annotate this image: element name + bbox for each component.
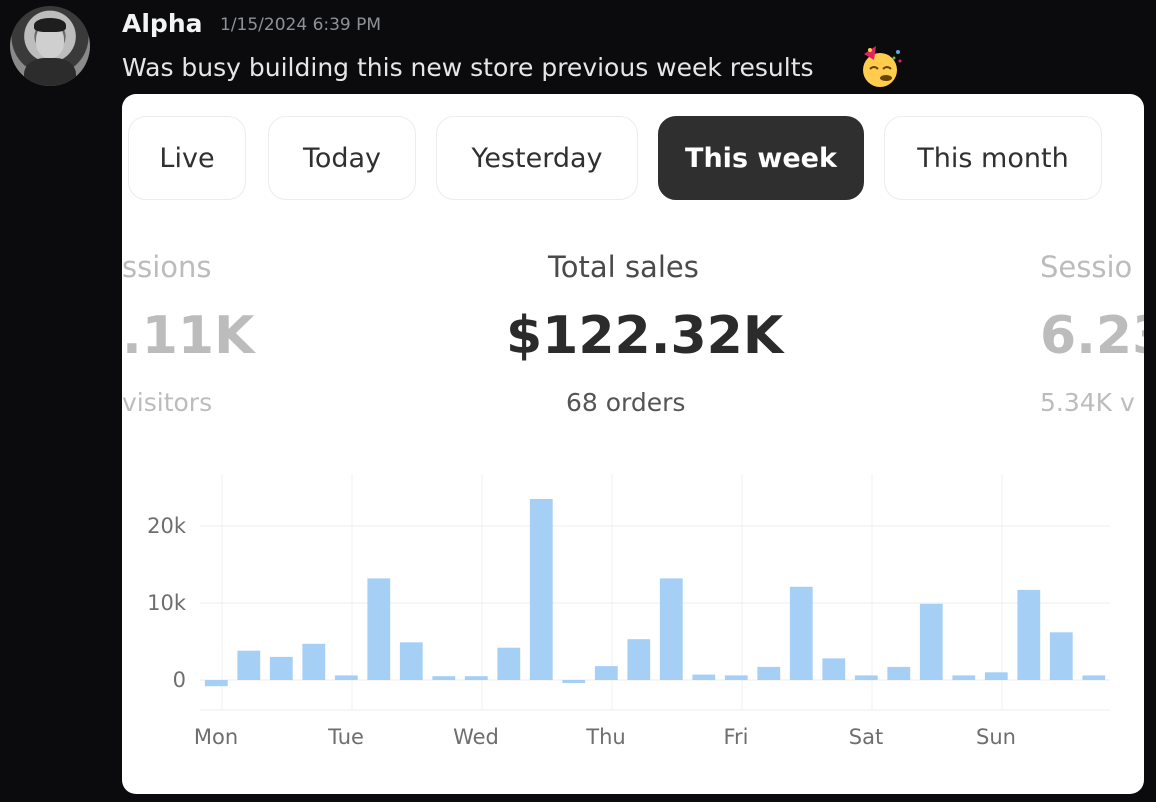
chart-bar[interactable] [659, 578, 683, 680]
avatar-body [24, 58, 76, 86]
x-tick-label: Mon [194, 725, 238, 749]
metric-total-sales-value: $122.32K [506, 306, 784, 366]
chart-bar[interactable] [919, 603, 943, 680]
metric-left-title: ssions [122, 250, 212, 284]
chart-bar[interactable] [952, 675, 976, 680]
y-tick-label: 0 [173, 668, 186, 692]
chart-bar[interactable] [334, 675, 358, 680]
chart-bar[interactable] [757, 666, 781, 680]
chart-bar[interactable] [984, 672, 1008, 680]
x-tick-label: Thu [585, 725, 625, 749]
chart-bar[interactable] [302, 643, 326, 680]
chart-bar[interactable] [367, 578, 391, 680]
chart-bar[interactable] [1082, 675, 1106, 680]
party-face-emoji-icon [863, 46, 902, 87]
tab-this-month[interactable]: This month [884, 116, 1102, 200]
metric-total-sales-title[interactable]: Total sales [548, 250, 699, 284]
chart-bar[interactable] [1017, 589, 1041, 680]
chart-bar[interactable] [789, 586, 813, 680]
timestamp: 1/15/2024 6:39 PM [220, 15, 382, 35]
chart-bar[interactable] [529, 499, 553, 680]
chart-bar[interactable] [237, 650, 261, 680]
chart-bar[interactable] [204, 680, 228, 687]
chart-bar[interactable] [399, 642, 423, 680]
tab-this-week[interactable]: This week [658, 116, 864, 200]
user-avatar[interactable] [10, 6, 90, 86]
metric-left-value: .11K [122, 306, 255, 366]
chart-bar[interactable] [627, 639, 651, 680]
x-tick-label: Sat [849, 725, 883, 749]
metric-orders-count: 68 orders [566, 388, 686, 417]
chart-bar[interactable] [269, 656, 293, 680]
metric-left-sub: visitors [122, 388, 213, 417]
y-tick-label: 20k [147, 514, 187, 538]
y-tick-label: 10k [147, 591, 187, 615]
x-tick-label: Sun [976, 725, 1016, 749]
chart-bar[interactable] [854, 675, 878, 680]
x-tick-label: Wed [453, 725, 499, 749]
chart-bar[interactable] [594, 666, 618, 680]
username[interactable]: Alpha [122, 9, 203, 38]
tab-yesterday[interactable]: Yesterday [436, 116, 638, 200]
chart-bar[interactable] [1049, 632, 1073, 680]
message-text: Was busy building this new store previou… [122, 53, 814, 82]
x-tick-label: Fri [723, 725, 748, 749]
chart-bar[interactable] [464, 676, 488, 680]
x-tick-label: Tue [327, 725, 364, 749]
chart-bar[interactable] [562, 680, 586, 683]
chart-bar[interactable] [887, 666, 911, 680]
chart-bar[interactable] [724, 675, 748, 680]
chart-bar[interactable] [822, 658, 846, 680]
tab-today[interactable]: Today [268, 116, 416, 200]
analytics-card: Live Today Yesterday This week This mont… [122, 94, 1144, 794]
chart-bar[interactable] [497, 647, 521, 680]
metric-right-sub: 5.34K v [1040, 388, 1135, 417]
avatar-hair [34, 18, 66, 32]
chart-bar[interactable] [432, 676, 456, 680]
chart-bar[interactable] [692, 674, 716, 680]
metric-right-title: Sessio [1040, 250, 1133, 284]
tab-live[interactable]: Live [128, 116, 246, 200]
sales-bar-chart: 20k 10k 0 Mon Tue Wed Thu Fri Sat Sun [147, 474, 1110, 749]
metric-right-value: 6.23 [1040, 306, 1144, 366]
